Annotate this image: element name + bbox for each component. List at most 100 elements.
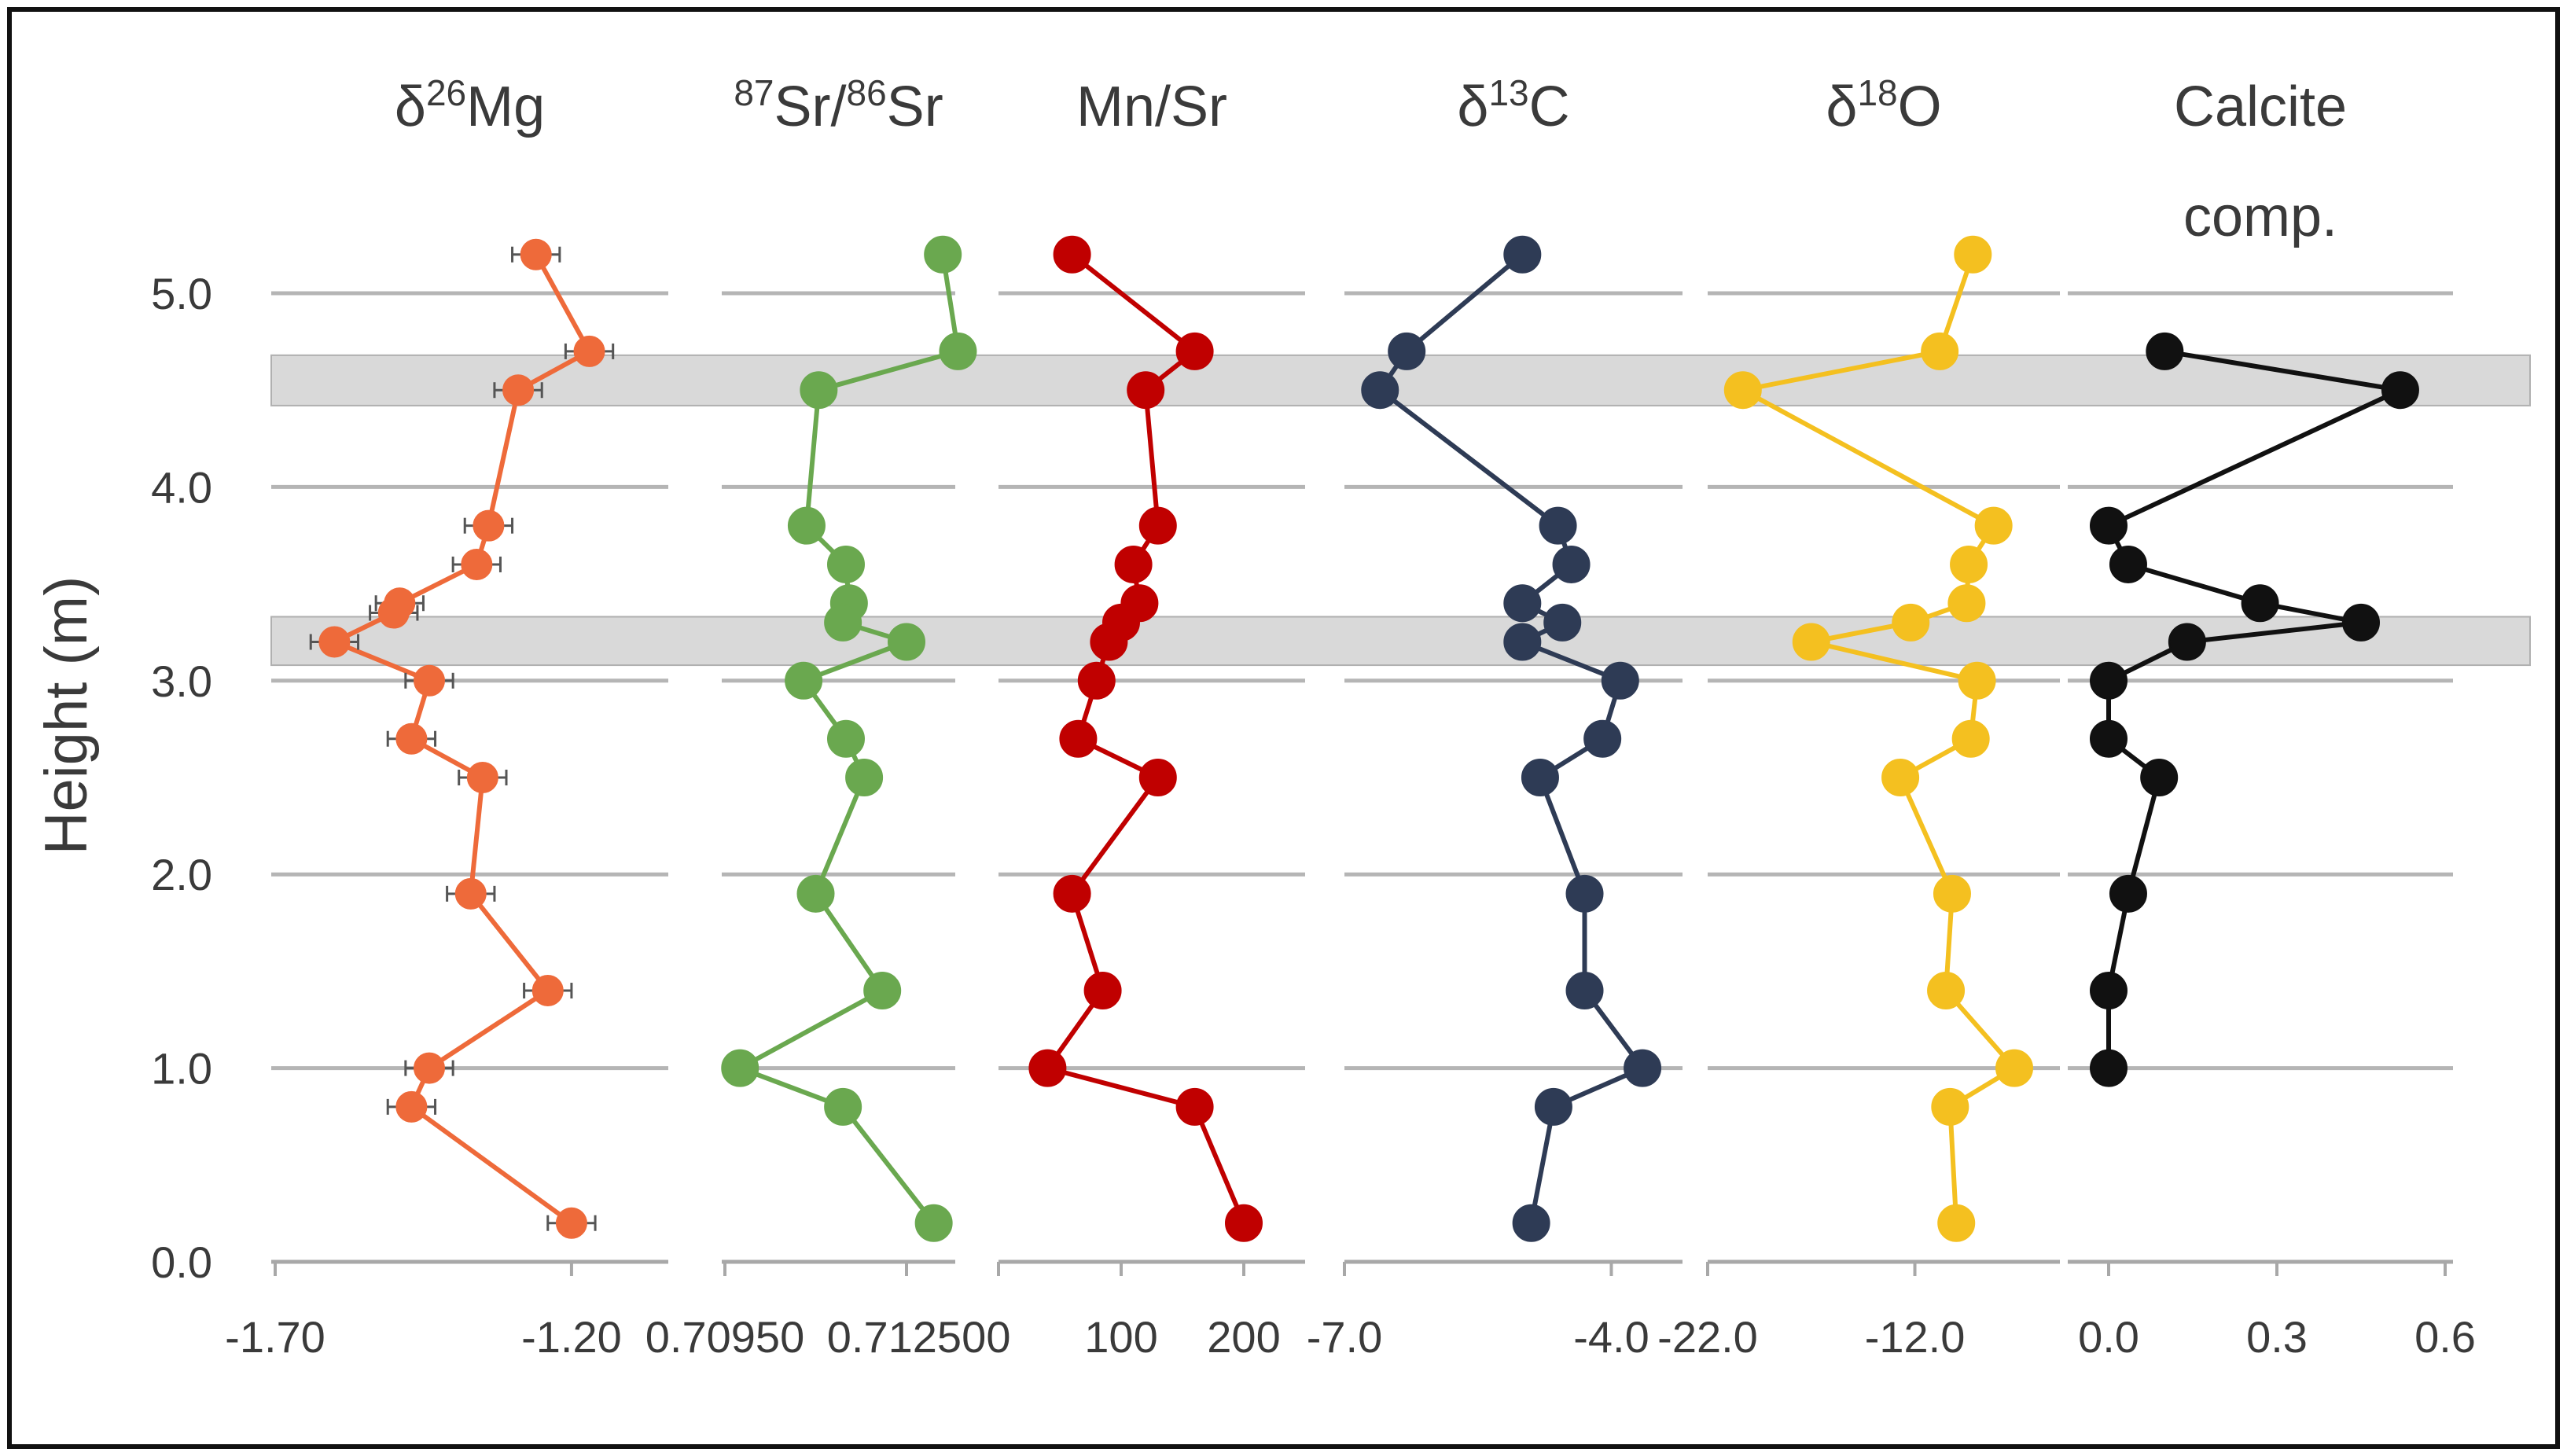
data-point-sr: [939, 332, 977, 370]
data-point-sr: [824, 603, 862, 642]
data-point-o18: [1947, 584, 1986, 623]
data-point-c13: [1565, 972, 1604, 1010]
data-point-mnsr: [1059, 719, 1098, 758]
data-point-o18: [1723, 371, 1762, 410]
data-point-calcite: [2090, 506, 2128, 545]
data-point-mnsr: [1053, 874, 1091, 913]
data-point-c13: [1543, 603, 1582, 642]
data-point-sr: [863, 972, 902, 1010]
data-point-c13: [1583, 719, 1622, 758]
data-point-c13: [1565, 874, 1604, 913]
data-point-mnsr: [1138, 506, 1177, 545]
series-line-c13: [1377, 252, 1646, 1224]
data-point-o18: [1958, 661, 1996, 700]
data-point-c13: [1539, 506, 1577, 545]
panel-title: δ18O: [1826, 72, 1941, 138]
data-point-o18: [1974, 506, 2013, 545]
panel-title: δ13C: [1457, 72, 1569, 138]
panel-mg: -1.70 -1.20 δ26Mg: [225, 72, 668, 1362]
data-point-mg: [555, 1207, 587, 1239]
panel-title-line2: comp.: [2183, 186, 2337, 248]
x-tick-label: -1.70: [225, 1312, 325, 1362]
series-line-sr: [737, 254, 961, 1225]
data-point-c13: [1624, 1049, 1662, 1087]
data-point-calcite: [2109, 874, 2147, 913]
x-tick-label: -12.0: [1865, 1312, 1966, 1362]
panel-title: 87Sr/86Sr: [734, 72, 943, 138]
data-point-mnsr: [1077, 661, 1116, 700]
y-tick-label: 3.0: [151, 656, 212, 706]
data-point-mg: [461, 548, 493, 580]
data-point-mg: [377, 597, 410, 629]
data-point-o18: [1931, 1087, 1969, 1126]
x-tick-label: 0.71250: [827, 1312, 986, 1362]
data-point-sr: [721, 1049, 759, 1087]
data-point-mnsr: [1090, 623, 1128, 661]
x-tick-label: 0.6: [2414, 1312, 2476, 1362]
data-point-mnsr: [1028, 1049, 1067, 1087]
data-point-calcite: [2090, 719, 2128, 758]
data-point-mg: [395, 1090, 428, 1123]
data-point-mnsr: [1225, 1204, 1263, 1242]
data-point-o18: [1792, 623, 1830, 661]
data-point-mg: [454, 877, 487, 910]
x-tick-label: -22.0: [1657, 1312, 1758, 1362]
data-point-calcite: [2241, 584, 2279, 623]
data-point-o18: [1892, 603, 1930, 642]
data-point-sr: [796, 874, 835, 913]
data-point-mnsr: [1127, 371, 1165, 410]
x-tick-label: 100: [1084, 1312, 1157, 1362]
data-point-c13: [1552, 545, 1591, 583]
data-point-o18: [1950, 545, 1988, 583]
x-tick-label: 0.70950: [645, 1312, 804, 1362]
y-tick-label: 0.0: [151, 1237, 212, 1287]
data-point-sr: [827, 545, 865, 583]
panel-title: Mn/Sr: [1076, 75, 1227, 138]
data-point-calcite: [2381, 371, 2419, 410]
data-point-c13: [1503, 235, 1542, 274]
data-point-o18: [1933, 874, 1971, 913]
data-point-calcite: [2090, 661, 2128, 700]
data-point-sr: [845, 759, 884, 796]
data-point-c13: [1503, 623, 1542, 661]
data-point-sr: [888, 623, 925, 661]
data-point-calcite: [2342, 603, 2380, 642]
data-point-calcite: [2140, 759, 2179, 796]
data-point-sr: [800, 371, 838, 410]
panel-title: Calcite: [2174, 75, 2347, 138]
data-point-o18: [1937, 1204, 1976, 1242]
y-tick-label: 5.0: [151, 269, 212, 318]
x-tick-label: 0: [986, 1312, 1010, 1362]
data-point-mnsr: [1138, 759, 1177, 796]
data-point-sr: [914, 1204, 953, 1242]
data-point-c13: [1388, 332, 1426, 370]
series-line-mnsr: [1045, 252, 1246, 1224]
y-tick-label: 1.0: [151, 1044, 212, 1094]
data-point-sr: [827, 719, 865, 758]
data-point-c13: [1512, 1204, 1550, 1242]
y-axis-label: Height (m): [33, 576, 100, 855]
data-point-sr: [785, 661, 823, 700]
data-point-c13: [1521, 759, 1559, 796]
data-point-mg: [318, 626, 351, 658]
data-point-calcite: [2090, 1049, 2128, 1087]
data-point-mg: [573, 335, 605, 367]
y-axis: Height (m) 0.0 1.0 2.0 3.0 4.0 5.0: [33, 269, 212, 1287]
panel-calcite: 0.0 0.3 0.6 Calcite comp.: [2068, 75, 2476, 1362]
data-point-mnsr: [1175, 1087, 1214, 1126]
panel-o18: -22.0 -12.0 δ18O: [1657, 72, 2060, 1362]
y-tick-label: 2.0: [151, 850, 212, 899]
data-point-calcite: [2090, 972, 2128, 1010]
data-point-c13: [1601, 661, 1639, 700]
data-point-sr: [787, 506, 826, 545]
data-point-mg: [395, 722, 428, 755]
data-point-mg: [414, 1052, 445, 1084]
data-point-mnsr: [1114, 545, 1153, 583]
x-tick-label: 0.0: [2078, 1312, 2139, 1362]
panel-sr: 0.70950 0.71250 87Sr/86Sr: [645, 72, 986, 1362]
series-line-o18: [1740, 253, 2017, 1223]
data-point-o18: [1954, 235, 1992, 274]
series-line-mg: [332, 253, 592, 1226]
figure-border: [7, 7, 2560, 1449]
panel-title: δ26Mg: [395, 72, 545, 138]
